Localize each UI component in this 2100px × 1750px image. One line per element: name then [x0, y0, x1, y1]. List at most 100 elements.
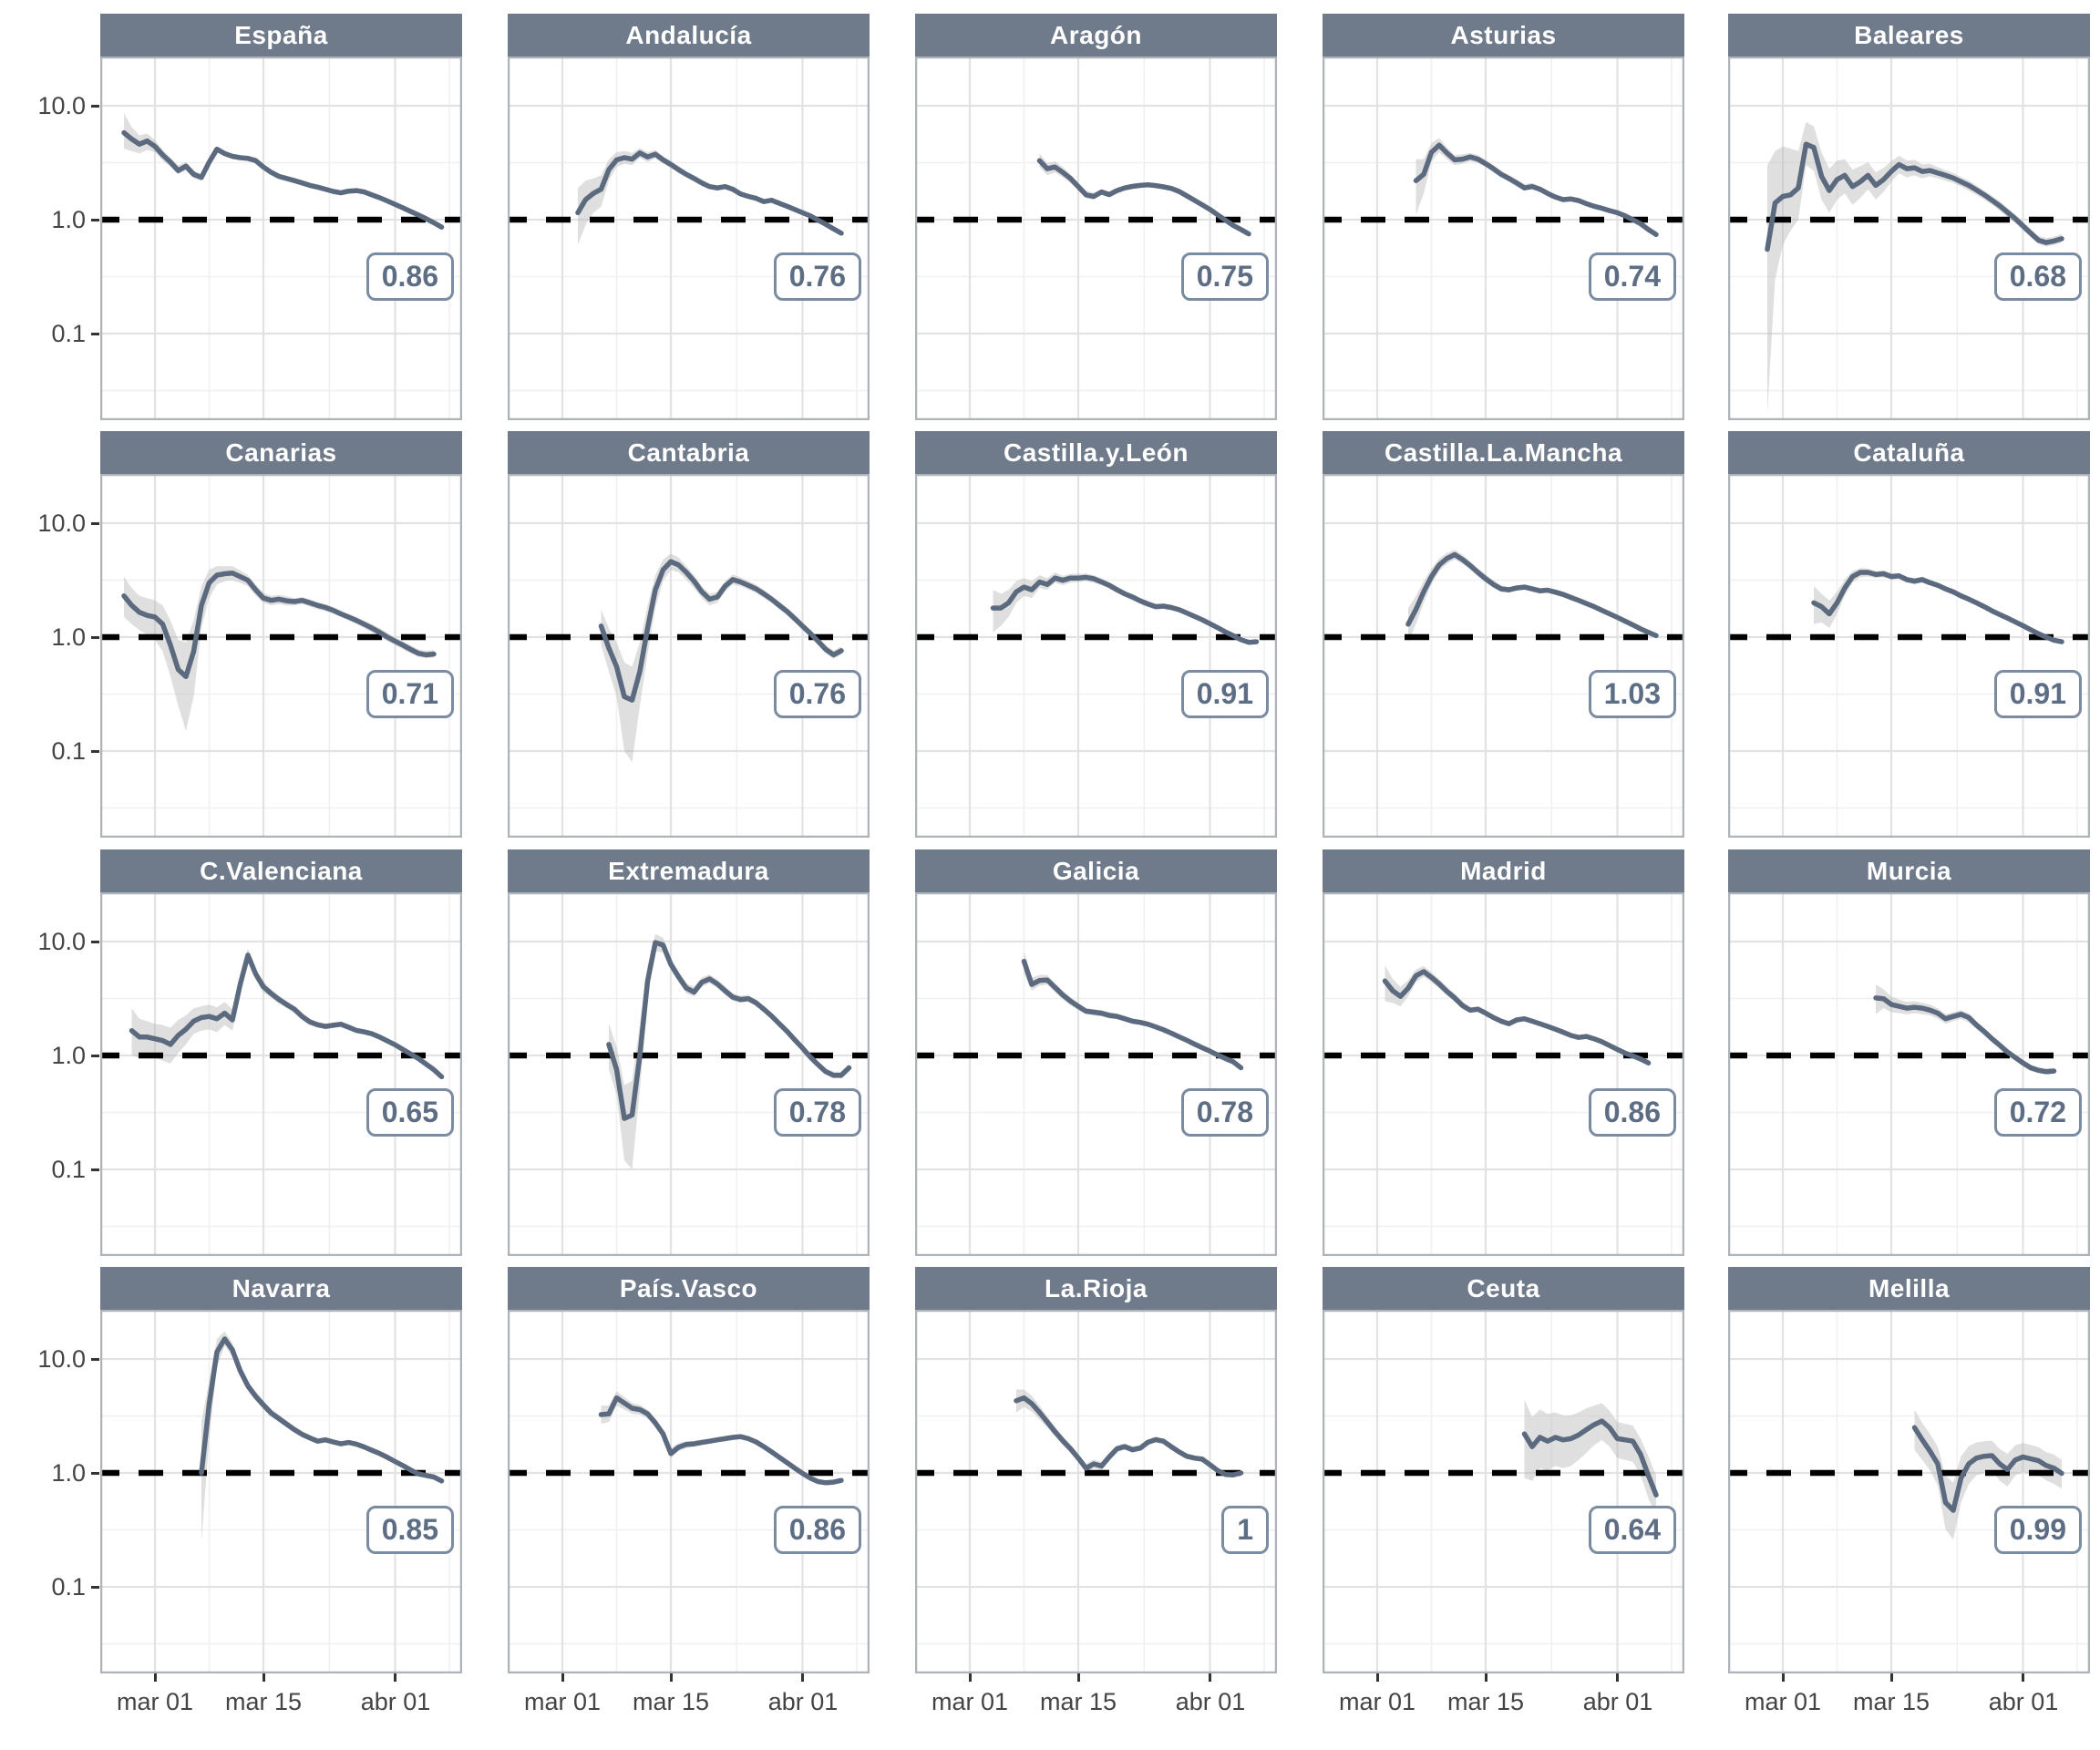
- x-axis-tick-mark: [154, 1673, 157, 1682]
- facet-plot-svg: [508, 1310, 870, 1673]
- y-axis-tick-mark: [91, 522, 99, 525]
- y-axis-tick-mark: [91, 1358, 99, 1361]
- facet-panel: Baleares 0.68: [1728, 14, 2090, 420]
- facet-plot-svg: [1728, 1310, 2090, 1673]
- facet-plot-svg: [1728, 474, 2090, 838]
- facet-panel: España 0.86: [100, 14, 462, 420]
- facet-strip-title: Baleares: [1728, 14, 2090, 57]
- facet-plot-area: 1: [915, 1310, 1277, 1673]
- facet-plot-area: 0.99: [1728, 1310, 2090, 1673]
- facet-strip-title: Extremadura: [508, 849, 870, 892]
- facet-plot-area: 0.78: [915, 892, 1277, 1256]
- x-axis-tick-label: mar 15: [1852, 1688, 1930, 1715]
- y-axis-tick-label: 10.0: [37, 510, 86, 537]
- facet-plot-svg: [100, 1310, 462, 1673]
- y-axis-tick-label: 10.0: [37, 928, 86, 955]
- facet-strip-title: Cantabria: [508, 431, 870, 474]
- y-axis-tick-mark: [91, 636, 99, 639]
- rt-median-line: [1765, 141, 2064, 252]
- x-axis-tick-label: abr 01: [1582, 1688, 1653, 1715]
- rt-median-line: [121, 570, 437, 680]
- facet-plot-svg: [508, 474, 870, 838]
- x-axis-tick-mark: [1616, 1673, 1619, 1682]
- y-axis-tick-label: 0.1: [51, 1156, 86, 1183]
- x-axis-tick-label: mar 01: [116, 1688, 194, 1715]
- final-r-value-badge: 0.65: [365, 1088, 454, 1137]
- x-axis-tick-label: abr 01: [1988, 1688, 2059, 1715]
- facet-strip-title: Castilla.y.León: [915, 431, 1277, 474]
- facet-panel: Extremadura 0.78: [508, 849, 870, 1256]
- rt-median-line: [1382, 969, 1652, 1065]
- x-axis-tick-mark: [969, 1673, 972, 1682]
- x-axis-tick-mark: [1077, 1673, 1080, 1682]
- y-axis-tick-label: 1.0: [51, 206, 86, 233]
- x-axis-tick-label: mar 01: [523, 1688, 602, 1715]
- facet-plot-svg: [100, 892, 462, 1256]
- facet-plot-svg: [915, 57, 1277, 420]
- rt-median-line: [1405, 551, 1659, 639]
- final-r-value-badge: 0.91: [1180, 670, 1269, 718]
- final-r-value-badge: 0.86: [365, 252, 454, 301]
- confidence-ribbon: [1385, 965, 1649, 1065]
- facet-plot-area: 0.86: [1323, 892, 1684, 1256]
- facet-plot-area: 0.86: [100, 57, 462, 420]
- facet-plot-svg: [508, 57, 870, 420]
- facet-plot-area: 0.76: [508, 474, 870, 838]
- x-axis-tick-label: mar 01: [1338, 1688, 1416, 1715]
- facet-strip-title: Melilla: [1728, 1267, 2090, 1310]
- facet-plot-svg: [100, 57, 462, 420]
- rt-median-line: [1873, 995, 2057, 1075]
- facet-strip-title: Canarias: [100, 431, 462, 474]
- facet-plot-area: 0.78: [508, 892, 870, 1256]
- facet-panel: Madrid 0.86: [1323, 849, 1684, 1256]
- facet-plot-area: 0.72: [1728, 892, 2090, 1256]
- facet-panel: La.Rioja 1: [915, 1267, 1277, 1673]
- final-r-value-badge: 0.78: [1180, 1088, 1269, 1137]
- x-axis-tick-label: mar 15: [224, 1688, 303, 1715]
- rt-median-line: [1811, 570, 2064, 644]
- facet-panel: Aragón 0.75: [915, 14, 1277, 420]
- x-axis-tick-label: abr 01: [767, 1688, 839, 1715]
- facet-plot-area: 0.76: [508, 57, 870, 420]
- final-r-value-badge: 0.75: [1180, 252, 1269, 301]
- facet-panel: Asturias 0.74: [1323, 14, 1684, 420]
- facet-panel: Castilla.La.Mancha 1.03: [1323, 431, 1684, 838]
- rt-median-line: [1021, 958, 1244, 1071]
- facet-plot-area: 0.85: [100, 1310, 462, 1673]
- y-axis-tick-label: 0.1: [51, 737, 86, 765]
- confidence-ribbon: [993, 572, 1257, 645]
- final-r-value-badge: 0.86: [1588, 1088, 1676, 1137]
- facet-strip-title: País.Vasco: [508, 1267, 870, 1310]
- x-axis-tick-label: mar 15: [632, 1688, 710, 1715]
- rt-median-line: [1036, 158, 1251, 237]
- x-axis-tick-mark: [670, 1673, 673, 1682]
- y-axis-tick-label: 10.0: [37, 1345, 86, 1373]
- x-axis-tick-mark: [1782, 1673, 1785, 1682]
- confidence-ribbon: [609, 933, 849, 1169]
- final-r-value-badge: 0.76: [773, 252, 861, 301]
- final-r-value-badge: 0.72: [1993, 1088, 2082, 1137]
- final-r-value-badge: 0.78: [773, 1088, 861, 1137]
- facet-panel: País.Vasco 0.86: [508, 1267, 870, 1673]
- y-axis-tick-mark: [91, 219, 99, 221]
- facet-strip-title: C.Valenciana: [100, 849, 462, 892]
- facet-strip-title: Aragón: [915, 14, 1277, 57]
- facet-plot-svg: [1728, 892, 2090, 1256]
- facet-panel: Murcia 0.72: [1728, 849, 2090, 1256]
- final-r-value-badge: 0.86: [773, 1506, 861, 1554]
- y-axis-tick-label: 1.0: [51, 1042, 86, 1069]
- facet-strip-title: Andalucía: [508, 14, 870, 57]
- final-r-value-badge: 0.71: [365, 670, 454, 718]
- rt-median-line: [598, 1395, 844, 1486]
- confidence-ribbon: [124, 113, 442, 230]
- y-axis-tick-label: 1.0: [51, 623, 86, 651]
- x-axis-tick-mark: [1890, 1673, 1893, 1682]
- facet-plot-svg: [1323, 57, 1684, 420]
- rt-median-line: [990, 574, 1260, 645]
- facet-strip-title: Navarra: [100, 1267, 462, 1310]
- facet-plot-area: 0.75: [915, 57, 1277, 420]
- facet-plot-svg: [915, 474, 1277, 838]
- confidence-ribbon: [601, 553, 841, 763]
- rt-median-line: [199, 1336, 445, 1484]
- y-axis-tick-mark: [91, 941, 99, 943]
